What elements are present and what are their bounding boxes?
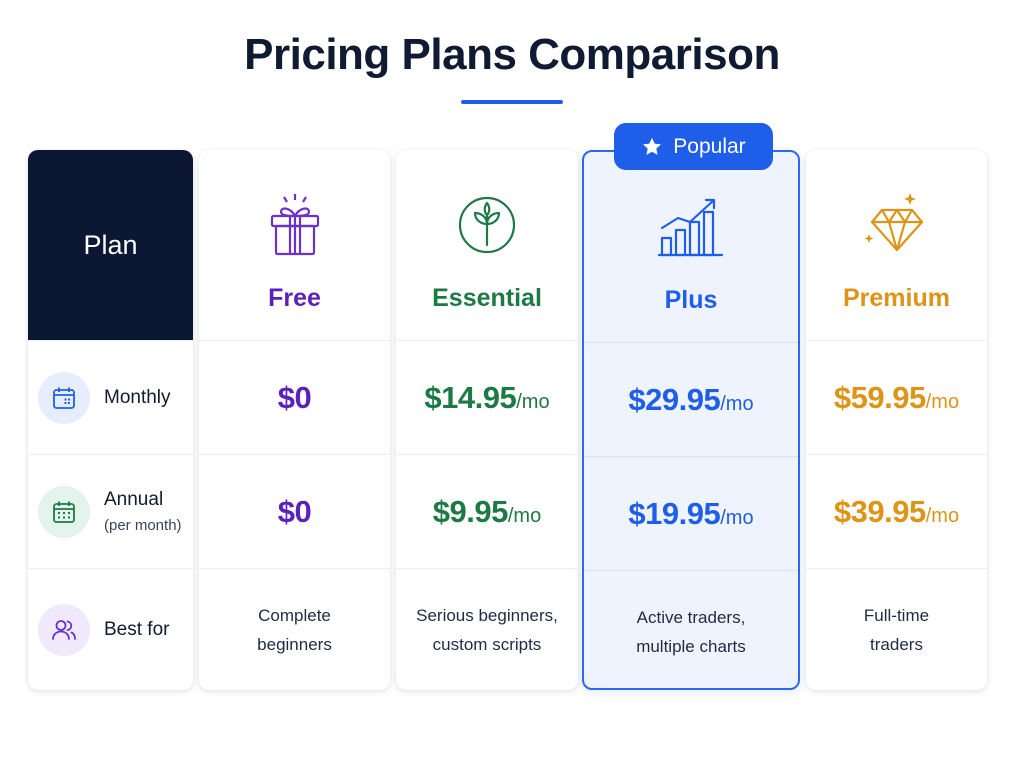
best-for-cell: Active traders, multiple charts [584, 570, 798, 688]
leaf-icon [458, 196, 516, 253]
row-label-best-for: Best for [28, 568, 193, 690]
star-icon [643, 137, 662, 155]
price-monthly: $59.95/mo [806, 340, 987, 454]
popular-badge-label: Popular [673, 134, 746, 158]
best-for-cell: Serious beginners, custom scripts [396, 568, 578, 690]
best-for-line: multiple charts [636, 636, 746, 656]
plan-name: Plus [664, 285, 718, 314]
plan-header: Free [199, 150, 390, 340]
price-annual: $9.95/mo [396, 454, 578, 568]
price-monthly: $29.95/mo [584, 342, 798, 456]
calendar-grid-icon [38, 485, 90, 538]
plan-header-cell: Plan [28, 150, 193, 340]
gift-icon [270, 193, 319, 255]
row-label-text: Annual [104, 489, 164, 510]
best-for-line: Active traders, [636, 607, 746, 627]
price-unit: /mo [720, 506, 754, 529]
growth-chart-icon [657, 198, 724, 256]
plan-header: Premium [806, 150, 987, 340]
price-unit: /mo [516, 390, 550, 413]
price-amount: $39.95 [833, 493, 926, 529]
diamond-icon [864, 192, 923, 251]
price-unit: /mo [925, 390, 960, 413]
popular-badge: Popular [614, 123, 773, 170]
best-for-line: Complete [258, 605, 331, 625]
calendar-icon [38, 371, 90, 424]
row-label-monthly: Monthly [28, 340, 193, 454]
plan-column-essential: Essential $14.95/mo $9.95/mo Serious beg… [396, 150, 578, 690]
price-unit: /mo [720, 392, 754, 415]
row-label-annual: Annual (per month) [28, 454, 193, 568]
page-title: Pricing Plans Comparison [244, 30, 780, 79]
best-for-cell: Full-time traders [806, 568, 987, 690]
price-amount: $9.95 [432, 493, 509, 529]
plan-column-plus: Plus $29.95/mo $19.95/mo Active traders,… [582, 150, 800, 690]
price-annual: $39.95/mo [806, 454, 987, 568]
price-unit: /mo [925, 504, 960, 527]
price-amount: $0 [277, 379, 312, 415]
title-underline [461, 100, 563, 104]
label-column: Plan Monthly [28, 150, 193, 690]
price-amount: $14.95 [424, 379, 517, 415]
plan-name: Premium [843, 283, 950, 312]
price-monthly: $0 [199, 340, 390, 454]
price-amount: $0 [277, 493, 312, 529]
best-for-line: beginners [257, 634, 332, 654]
price-annual: $0 [199, 454, 390, 568]
price-annual: $19.95/mo [584, 456, 798, 570]
plan-header: Essential [396, 150, 578, 340]
price-amount: $29.95 [628, 381, 721, 417]
plan-column-free: Free $0 $0 Complete beginners [199, 150, 390, 690]
best-for-line: Full-time [863, 605, 930, 625]
plan-name: Free [268, 283, 321, 312]
best-for-line: Serious beginners, [416, 605, 558, 625]
best-for-line: custom scripts [432, 634, 542, 654]
price-amount: $19.95 [628, 495, 721, 531]
plan-header: Plus [584, 152, 798, 342]
row-sub-text: (per month) [104, 517, 182, 534]
users-icon [38, 603, 90, 656]
row-label-text: Best for [104, 618, 170, 640]
plan-name: Essential [432, 283, 542, 312]
best-for-cell: Complete beginners [199, 568, 390, 690]
row-label-text: Monthly [104, 386, 171, 408]
plan-header-label: Plan [83, 229, 138, 260]
plan-column-premium: Premium $59.95/mo $39.95/mo Full-time tr… [806, 150, 987, 690]
price-amount: $59.95 [833, 379, 926, 415]
best-for-line: traders [870, 634, 923, 654]
price-monthly: $14.95/mo [396, 340, 578, 454]
price-unit: /mo [507, 504, 542, 527]
